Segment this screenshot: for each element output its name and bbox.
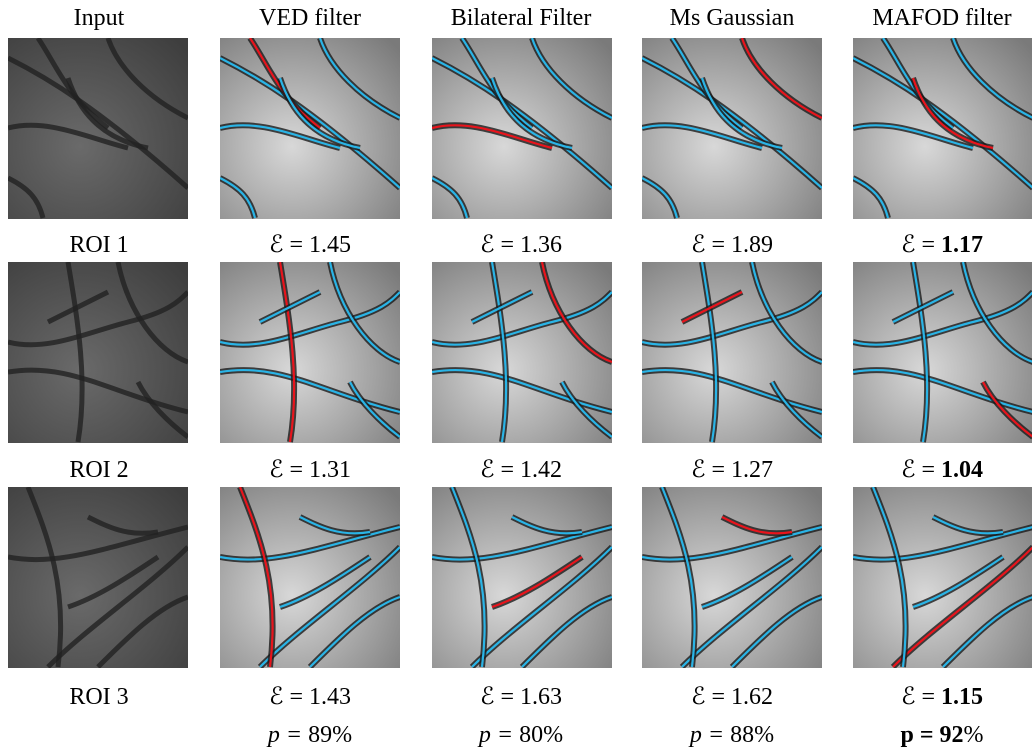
score-value: 1.63: [520, 684, 562, 710]
score: ℰ = 1.31: [269, 456, 351, 484]
metric-prefix: ℰ =: [480, 684, 514, 710]
row-label: ROI 2: [69, 456, 128, 484]
roi-image: [220, 38, 400, 219]
p-prefix: p =: [268, 722, 302, 748]
score: ℰ = 1.42: [480, 456, 562, 484]
p-number: 80: [519, 722, 543, 748]
column-header: Bilateral Filter: [451, 4, 592, 32]
score-value: 1.15: [941, 684, 983, 710]
p-number: 88: [730, 722, 754, 748]
metric-prefix: ℰ =: [901, 232, 935, 258]
roi-image: [853, 262, 1032, 443]
column-header: Ms Gaussian: [670, 4, 795, 32]
metric-prefix: ℰ =: [269, 684, 303, 710]
score: ℰ = 1.62: [691, 683, 773, 711]
score: ℰ = 1.43: [269, 683, 351, 711]
p-value: p = 88%: [690, 721, 774, 749]
roi-image: [432, 262, 612, 443]
roi-image: [853, 487, 1032, 668]
metric-prefix: ℰ =: [691, 232, 725, 258]
metric-prefix: ℰ =: [901, 684, 935, 710]
column-header: VED filter: [259, 4, 361, 32]
column-header: Input: [74, 4, 125, 32]
figure: Input VED filter Bilateral Filter Ms Gaussi…: [0, 0, 1032, 753]
roi-image: [432, 487, 612, 668]
score: ℰ = 1.27: [691, 456, 773, 484]
p-prefix: p =: [690, 722, 724, 748]
metric-prefix: ℰ =: [480, 457, 514, 483]
metric-prefix: ℰ =: [901, 457, 935, 483]
roi-image: [642, 262, 822, 443]
score-value: 1.45: [309, 232, 351, 258]
roi-image: [8, 262, 188, 443]
score: ℰ = 1.15: [901, 683, 983, 711]
percent-sign: %: [754, 722, 774, 748]
percent-sign: %: [964, 722, 984, 748]
p-number: 89: [308, 722, 332, 748]
score: ℰ = 1.04: [901, 456, 983, 484]
score-value: 1.31: [309, 457, 351, 483]
roi-image: [220, 487, 400, 668]
metric-prefix: ℰ =: [691, 684, 725, 710]
score-value: 1.89: [731, 232, 773, 258]
row-label: ROI 3: [69, 683, 128, 711]
score-value: 1.36: [520, 232, 562, 258]
metric-prefix: ℰ =: [480, 232, 514, 258]
row-label: ROI 1: [69, 231, 128, 259]
percent-sign: %: [543, 722, 563, 748]
roi-image: [853, 38, 1032, 219]
p-prefix: p =: [479, 722, 513, 748]
score: ℰ = 1.36: [480, 231, 562, 259]
metric-prefix: ℰ =: [269, 232, 303, 258]
percent-sign: %: [332, 722, 352, 748]
metric-prefix: ℰ =: [269, 457, 303, 483]
roi-image: [220, 262, 400, 443]
roi-image: [8, 487, 188, 668]
p-value: p = 80%: [479, 721, 563, 749]
score-value: 1.43: [309, 684, 351, 710]
column-header: MAFOD filter: [872, 4, 1011, 32]
score: ℰ = 1.89: [691, 231, 773, 259]
score: ℰ = 1.63: [480, 683, 562, 711]
score-value: 1.62: [731, 684, 773, 710]
p-prefix: p =: [900, 722, 933, 748]
roi-image: [642, 38, 822, 219]
p-value: p = 89%: [268, 721, 352, 749]
p-number: 92: [940, 722, 964, 748]
p-value: p = 92%: [900, 721, 983, 749]
score: ℰ = 1.45: [269, 231, 351, 259]
roi-image: [432, 38, 612, 219]
score-value: 1.17: [941, 232, 983, 258]
roi-image: [8, 38, 188, 219]
score: ℰ = 1.17: [901, 231, 983, 259]
score-value: 1.42: [520, 457, 562, 483]
score-value: 1.27: [731, 457, 773, 483]
metric-prefix: ℰ =: [691, 457, 725, 483]
roi-image: [642, 487, 822, 668]
score-value: 1.04: [941, 457, 983, 483]
